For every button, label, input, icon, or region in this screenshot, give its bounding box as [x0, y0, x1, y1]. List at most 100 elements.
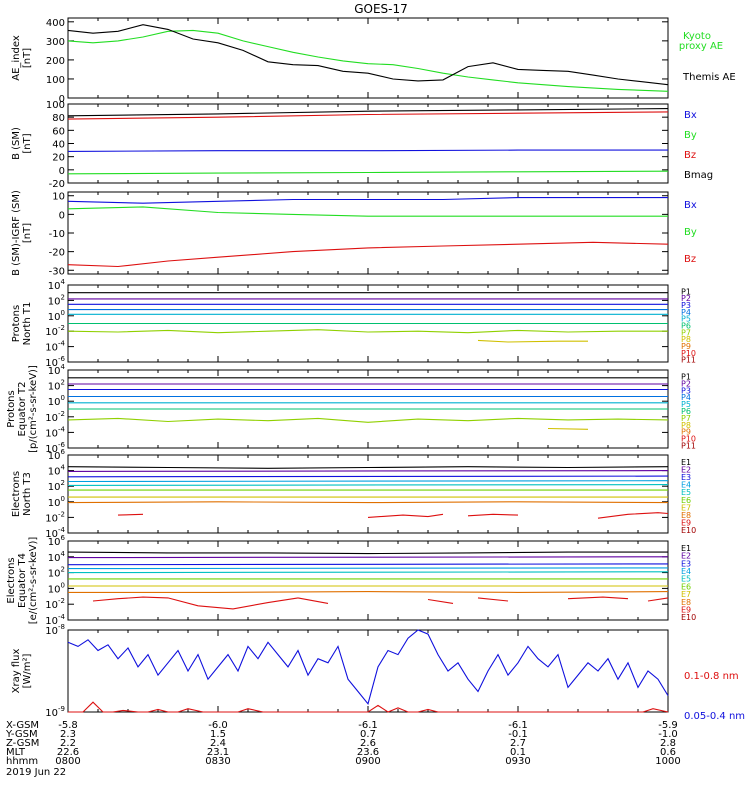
series-0-05-0-4-nm	[67, 629, 669, 705]
footer-value: 1.5	[210, 729, 226, 740]
y-tick-label: 102	[48, 293, 65, 307]
series-e3	[67, 563, 669, 566]
y-tick-label: 40	[52, 140, 65, 151]
y-tick-label: 10-2	[45, 410, 65, 424]
legend-p1: P1	[681, 372, 691, 381]
legend-p2: P2	[681, 379, 691, 388]
y-tick-label: -20	[49, 248, 65, 259]
series-bz	[67, 241, 669, 268]
legend-e7: E7	[681, 503, 691, 512]
series-e2	[67, 556, 669, 559]
y-axis-label: AE_index	[11, 35, 22, 81]
legend-e5: E5	[681, 488, 691, 497]
footer-value: 2.2	[60, 738, 76, 749]
y-axis-label: Electrons	[11, 471, 22, 517]
series-e3	[67, 475, 669, 478]
y-tick-label: 102	[48, 379, 65, 393]
legend-e1: E1	[681, 544, 691, 553]
ephemeris-footer: X-GSM -5.8 -6.0 -6.1 -6.1 -5.9 Y-GSM 2.3 1.5 0.7 -…	[5, 720, 681, 778]
y-axis-label: Electrons	[6, 557, 17, 603]
legend-bmag: Bmag	[684, 170, 713, 181]
series-p8	[547, 427, 589, 430]
y-tick-label: 104	[48, 464, 66, 478]
y-tick-label: 0	[59, 210, 65, 221]
legend-p8: P8	[681, 335, 691, 344]
panel-frame	[67, 17, 669, 99]
legend-e8: E8	[681, 511, 691, 520]
panel-bsm: -20 0 20 40 60 80 100 B (SM) [nT] Bx By Bz Bmag	[11, 100, 713, 190]
series-kyoto-proxy-ae	[67, 29, 669, 92]
y-axis-label: [nT]	[22, 223, 33, 243]
y-tick-label: 104	[48, 363, 66, 377]
series-e5	[67, 571, 669, 574]
legend-e2: E2	[681, 552, 691, 561]
y-tick-label: 100	[48, 495, 65, 509]
legend-kyoto: Kyoto	[683, 31, 711, 42]
series-p8	[477, 339, 588, 343]
legend-e2: E2	[681, 465, 691, 474]
legend-p4: P4	[681, 393, 691, 402]
y-axis-label: [W/m²]	[22, 653, 33, 688]
y-tick-label: 10	[52, 192, 65, 203]
legend-p3: P3	[681, 301, 691, 310]
footer-value: 2.8	[660, 738, 676, 749]
series-e2	[67, 470, 669, 472]
series-themis-ae	[67, 24, 669, 86]
footer-value: 2.6	[360, 738, 376, 749]
legend-0-1-0-8-nm: 0.1-0.8 nm	[684, 671, 739, 682]
legend-0-05-0-4-nm: 0.05-0.4 nm	[684, 711, 745, 722]
series-e8	[68, 591, 669, 593]
series-e9d	[477, 597, 509, 602]
y-axis-label: Xray flux	[11, 649, 22, 694]
legend-p7: P7	[681, 328, 691, 337]
series-e8	[67, 501, 669, 504]
footer-value: 23.6	[357, 747, 379, 758]
y-tick-label: 400	[46, 18, 65, 29]
y-axis-label: North T3	[22, 472, 33, 516]
legend-themis-ae: Themis AE	[682, 72, 736, 83]
y-tick-label: 106	[48, 448, 66, 462]
y-tick-label: 100	[48, 309, 65, 323]
series-bmag	[67, 108, 669, 117]
y-tick-label: -10	[49, 229, 65, 240]
series-p7	[67, 329, 668, 334]
legend-p5: P5	[681, 315, 691, 324]
series-by	[67, 206, 668, 217]
legend-p1: P1	[681, 287, 691, 296]
footer-row-label: MLT	[6, 747, 26, 758]
legend-e9: E9	[681, 519, 691, 528]
y-tick-label: -20	[49, 179, 65, 190]
y-tick-label: 104	[48, 550, 66, 564]
footer-value: 0.7	[360, 729, 376, 740]
y-tick-label: 0	[59, 166, 65, 177]
y-tick-label: 106	[48, 534, 66, 548]
footer-row-label: Z-GSM	[6, 738, 39, 749]
y-tick-label: 10-6	[45, 441, 65, 455]
legend-p10: P10	[681, 349, 696, 358]
y-axis-label: Protons	[11, 305, 22, 342]
series-e4	[67, 567, 669, 570]
legend-bx: Bx	[684, 200, 697, 211]
legend-e6: E6	[681, 496, 691, 505]
legend-p9: P9	[681, 428, 691, 437]
y-tick-label: 10-2	[45, 597, 65, 611]
series-bx	[67, 149, 668, 152]
footer-value: 0.1	[510, 747, 526, 758]
legend-e4: E4	[681, 481, 691, 490]
series-e9e	[567, 596, 629, 600]
y-tick-label: 10-2	[45, 510, 65, 524]
footer-value: -6.1	[358, 720, 378, 731]
y-tick-label: 100	[48, 581, 65, 595]
series-e1	[67, 551, 668, 555]
y-tick-label: 102	[48, 566, 65, 580]
y-tick-label: -30	[49, 266, 65, 277]
footer-value: -6.0	[208, 720, 228, 731]
y-axis-label: Protons	[6, 390, 17, 427]
legend-e10: E10	[681, 526, 696, 535]
